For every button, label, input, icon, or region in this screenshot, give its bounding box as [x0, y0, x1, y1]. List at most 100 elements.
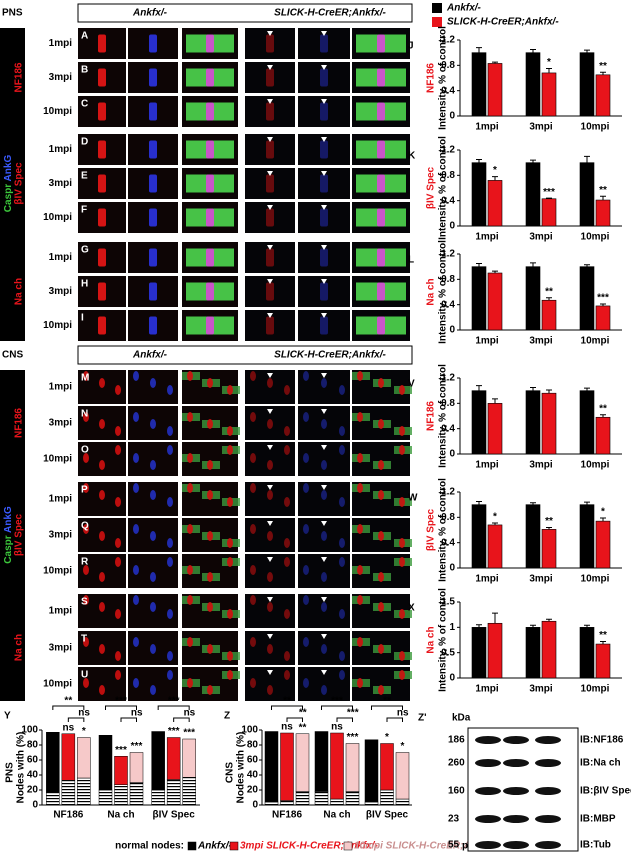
node [377, 174, 385, 193]
node [377, 140, 385, 159]
node [339, 651, 345, 661]
arrowhead [321, 634, 327, 639]
row-label: 10mpi [43, 566, 72, 577]
bar [579, 162, 595, 227]
marker-label: Na ch [14, 634, 25, 661]
error-bar [546, 297, 552, 301]
node [250, 483, 256, 493]
bar [595, 74, 611, 117]
bracket [52, 705, 85, 710]
node [320, 102, 328, 121]
node [99, 602, 105, 612]
side-band [0, 28, 25, 341]
x-tick-label: 10mpi [581, 336, 610, 347]
blot-label: IB:βIV Spec [580, 786, 631, 797]
legend-label: 10mpi SLICK-H-CreER;Ank fx/- [354, 841, 501, 852]
node [320, 34, 328, 53]
y-axis-label: Nodes with (%) [16, 732, 27, 804]
patchy-segment [280, 800, 294, 806]
arrowhead [267, 171, 273, 176]
marker-label: NF186 [426, 63, 437, 93]
marker-label: βIV Spec [426, 166, 437, 209]
y-axis-label: Intensity, % of control [438, 26, 449, 130]
normal-segment [345, 743, 360, 792]
band [475, 841, 501, 849]
node [320, 68, 328, 87]
arrowhead [267, 597, 273, 602]
node [399, 651, 405, 661]
node [207, 644, 213, 654]
node [187, 371, 193, 381]
y-tick-label: 60 [27, 755, 39, 766]
stain-label: Caspr AnkG [3, 155, 14, 213]
y-tick-label: 20 [27, 785, 39, 796]
node [266, 316, 274, 335]
bar [541, 392, 557, 455]
arrowhead [321, 205, 327, 210]
node [83, 678, 89, 688]
panel-letter: U [81, 670, 88, 681]
node [303, 678, 309, 688]
y-tick-label: 0 [252, 800, 258, 811]
node [150, 490, 156, 500]
node [206, 140, 214, 159]
node [149, 316, 157, 335]
legend-swatch [432, 17, 442, 27]
band [503, 736, 529, 744]
normal-segment [380, 743, 394, 791]
bracket [157, 705, 190, 710]
panel-letter: N [81, 409, 88, 420]
normal-segment [151, 731, 165, 791]
panel-letter: O [81, 445, 89, 456]
arrowhead [267, 521, 273, 526]
blot-label: IB:Na ch [580, 758, 621, 769]
kda-label: 23 [448, 814, 460, 825]
node [339, 497, 345, 507]
patchy-segment [129, 782, 144, 806]
blot-label: IB:MBP [580, 814, 616, 825]
header-box [77, 3, 413, 23]
node [321, 378, 327, 388]
row-label: 1mpi [49, 494, 73, 505]
y-tick-label: 0 [449, 221, 455, 232]
arrowhead [267, 313, 273, 318]
row-label: 10mpi [43, 320, 72, 331]
arrowhead [321, 31, 327, 36]
significance: ns [281, 722, 293, 733]
x-tick-label: 3mpi [529, 684, 553, 695]
node [267, 378, 273, 388]
node [167, 497, 173, 507]
error-bar [600, 303, 606, 306]
error-bar [476, 624, 482, 628]
node [83, 371, 89, 381]
node [150, 378, 156, 388]
node [339, 609, 345, 619]
y-tick-label: 0.5 [441, 647, 455, 658]
error-bar [530, 502, 536, 505]
panel-letter: C [81, 99, 88, 110]
node [399, 538, 405, 548]
node [378, 419, 384, 429]
node [378, 644, 384, 654]
node [207, 490, 213, 500]
error-bar [476, 47, 482, 53]
node [266, 68, 274, 87]
arrowhead [321, 171, 327, 176]
arrowhead [321, 485, 327, 490]
patchy-segment [330, 798, 344, 806]
x-tick-label: 10mpi [581, 684, 610, 695]
panel-letter: Y [4, 711, 11, 722]
bracket-label: ns [397, 708, 409, 719]
y-tick-label: 0.4 [441, 423, 455, 434]
arrowhead [321, 521, 327, 526]
bar [541, 620, 557, 679]
y-tick-label: 0 [449, 325, 455, 336]
panel-letter: H [81, 279, 88, 290]
node [267, 460, 273, 470]
node [149, 34, 157, 53]
node [227, 445, 233, 455]
node [250, 565, 256, 575]
stain-caspr: Caspr [3, 184, 14, 212]
arrowhead [267, 670, 273, 675]
marker-label: Na ch [426, 626, 437, 653]
